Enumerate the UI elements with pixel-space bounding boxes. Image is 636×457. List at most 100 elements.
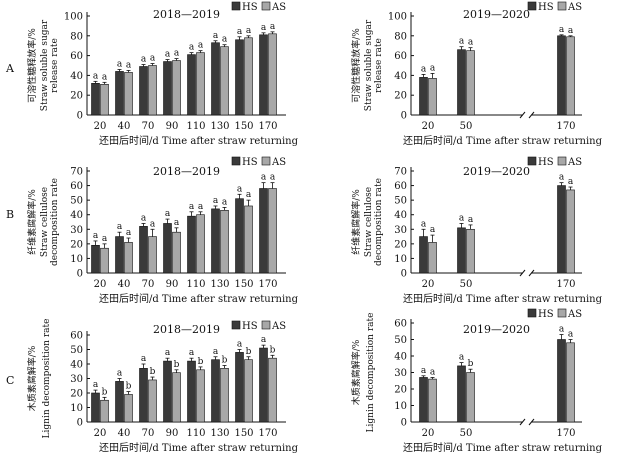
legend-swatch-hs <box>231 320 241 330</box>
significance-letter: a <box>459 353 465 363</box>
y-axis-label-en: decomposition rate <box>50 178 60 266</box>
y-tick-label: 100 <box>64 12 83 23</box>
legend-label-as: AS <box>567 309 582 320</box>
significance-letter: a <box>117 222 123 232</box>
chart-panel-c2: 2019—2020 HS AS 0 10 20 30 40 50 60 20 50 170 还田后时间/d… <box>350 308 603 454</box>
bar-hs <box>91 392 100 423</box>
significance-letter: b <box>150 367 156 377</box>
axis-break-mark <box>519 418 526 426</box>
x-tick-label: 70 <box>142 121 155 132</box>
bar-as <box>220 368 229 423</box>
significance-letter: a <box>237 184 243 194</box>
x-tick-label: 170 <box>556 428 575 439</box>
x-tick-label: 40 <box>118 428 131 439</box>
x-axis-label: 还田后时间/d Time after straw returning <box>403 134 603 147</box>
y-tick-label: 40 <box>394 210 407 221</box>
bar-as <box>428 378 437 423</box>
legend-label-as: AS <box>271 321 286 332</box>
x-tick-label: 130 <box>210 428 229 439</box>
y-tick-label: 20 <box>70 91 83 102</box>
y-tick-label: 40 <box>394 352 407 363</box>
x-tick-label: 90 <box>166 121 179 132</box>
significance-letter: b <box>246 347 252 357</box>
chart-title: 2018—2019 <box>153 165 220 178</box>
significance-letter: a <box>237 27 243 37</box>
significance-letter: a <box>421 64 427 74</box>
significance-letter: a <box>421 366 427 376</box>
row-label-b: B <box>6 208 14 221</box>
significance-letter: a <box>559 325 565 335</box>
legend-swatch-hs <box>527 156 537 166</box>
x-tick-label: 150 <box>234 121 253 132</box>
y-axis-label-cn: 木质素腐解率/% <box>26 345 38 411</box>
y-axis-label-en: Straw soluble sugar <box>364 19 374 111</box>
significance-letter: b <box>174 360 180 370</box>
x-axis-label: 还田后时间/d Time after straw returning <box>403 292 603 305</box>
bar-as <box>566 189 575 274</box>
x-tick-label: 70 <box>142 279 155 290</box>
x-tick-label: 90 <box>166 279 179 290</box>
bar-hs <box>115 71 124 116</box>
legend-swatch-as <box>557 1 567 11</box>
significance-letter: a <box>150 219 156 229</box>
significance-letter: a <box>93 231 99 241</box>
bar-hs <box>419 377 428 423</box>
y-axis-label-cn: 可溶性糖释放率/% <box>350 28 362 103</box>
x-tick-label: 170 <box>258 121 277 132</box>
bar-as <box>566 36 575 116</box>
y-axis-label-en: Lignin decomposition rate <box>42 319 52 439</box>
x-tick-label: 20 <box>422 428 435 439</box>
bar-hs <box>457 365 466 423</box>
axis-break-mark <box>519 111 526 119</box>
x-axis-label: 还田后时间/d Time after straw returning <box>99 441 299 454</box>
significance-letter: a <box>93 380 99 390</box>
y-tick-label: 60 <box>70 181 83 192</box>
significance-letter: a <box>141 354 147 364</box>
significance-letter: a <box>568 26 574 36</box>
legend-label-hs: HS <box>242 157 258 168</box>
significance-letter: a <box>165 50 171 60</box>
significance-letter: b <box>222 355 228 365</box>
significance-letter: a <box>246 26 252 36</box>
bar-hs <box>419 77 428 116</box>
y-axis-label-en: release rate <box>374 38 384 93</box>
significance-letter: a <box>568 177 574 187</box>
significance-letter: a <box>117 59 123 69</box>
legend-label-as: AS <box>271 157 286 168</box>
significance-letter: a <box>270 173 276 183</box>
significance-letter: a <box>141 213 147 223</box>
bar-as <box>244 205 253 274</box>
row-label-c: C <box>6 374 14 387</box>
significance-letter: a <box>174 49 180 59</box>
legend-swatch-as <box>557 156 567 166</box>
bar-as <box>172 372 181 423</box>
y-axis-label-en: Straw cellulose <box>364 187 374 257</box>
bar-hs <box>163 360 172 423</box>
legend-swatch-as <box>261 1 271 11</box>
bar-as <box>124 242 133 274</box>
y-tick-label: 50 <box>70 196 83 207</box>
y-tick-label: 0 <box>77 269 83 280</box>
y-tick-label: 0 <box>77 418 83 429</box>
y-tick-label: 20 <box>394 91 407 102</box>
bar-hs <box>419 236 428 274</box>
row-label-a: A <box>5 62 15 75</box>
chart-panel-c1: 2018—2019 HS AS 0 10 20 30 40 50 60 20 40 70 90 110 130… <box>26 319 299 454</box>
bar-hs <box>457 49 466 116</box>
legend-swatch-hs <box>527 1 537 11</box>
significance-letter: a <box>189 202 195 212</box>
significance-letter: a <box>237 340 243 350</box>
bar-hs <box>91 245 100 274</box>
x-tick-label: 40 <box>118 279 131 290</box>
significance-letter: a <box>430 63 436 73</box>
legend-swatch-as <box>557 308 567 318</box>
significance-letter: a <box>261 173 267 183</box>
y-tick-label: 20 <box>70 239 83 250</box>
x-tick-label: 110 <box>186 121 205 132</box>
bar-hs <box>235 198 244 274</box>
bar-as <box>172 60 181 116</box>
axis-break-mark <box>528 418 535 426</box>
significance-letter: a <box>246 190 252 200</box>
bar-as <box>268 357 277 423</box>
significance-letter: a <box>468 215 474 225</box>
